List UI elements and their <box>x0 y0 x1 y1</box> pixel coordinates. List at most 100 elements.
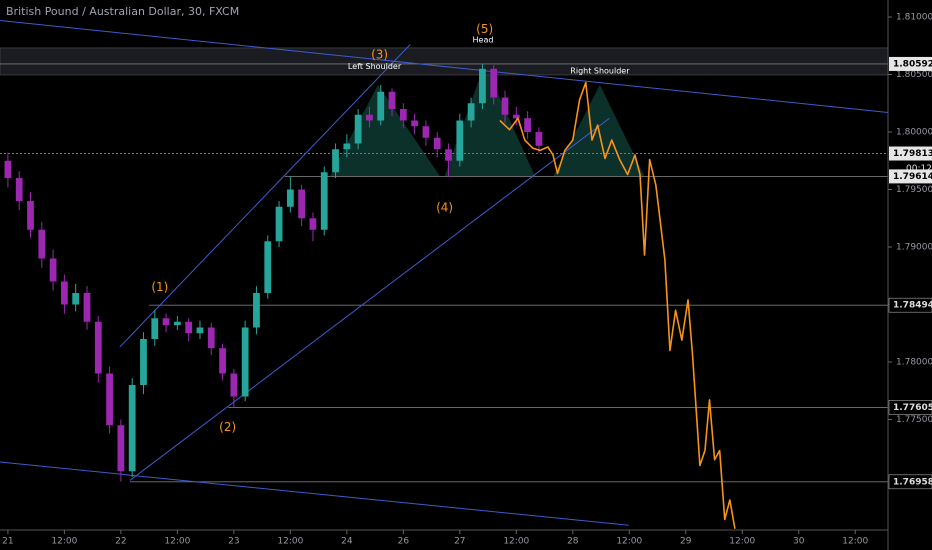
candle-body <box>4 160 12 179</box>
annotation: (2) <box>219 420 236 434</box>
candle-body <box>15 178 23 202</box>
annotation: (1) <box>151 280 168 294</box>
candle-body <box>501 97 509 115</box>
candle-body <box>151 318 159 339</box>
candle-body <box>106 373 113 426</box>
price-label-box <box>888 297 932 313</box>
candle-body <box>185 321 193 334</box>
candle-body <box>230 373 238 397</box>
price-label: 1.80592 <box>893 59 932 69</box>
y-tick-label: 1.78000 <box>896 357 932 367</box>
candle-body <box>535 132 543 146</box>
candles-layer <box>4 63 543 482</box>
candle-body <box>332 149 339 173</box>
chart-title: British Pound / Australian Dollar, 30, F… <box>6 5 239 18</box>
x-tick-label: 12:00 <box>51 537 77 547</box>
price-axis-bg <box>888 0 932 550</box>
candle-body <box>38 229 46 259</box>
x-tick-label: 24 <box>341 537 353 547</box>
x-tick-label: 12:00 <box>503 537 529 547</box>
candle-body <box>388 91 396 110</box>
level-band <box>0 47 889 76</box>
price-label: 1.78494 <box>893 301 932 311</box>
candle-body <box>207 327 215 349</box>
projection-line <box>499 81 736 529</box>
pattern-triangle <box>444 63 535 177</box>
candle-body <box>490 68 498 98</box>
price-label-box <box>889 169 932 184</box>
price-label: 1.77605 <box>893 403 932 413</box>
candle-body <box>140 338 147 385</box>
candle-body <box>309 218 317 230</box>
candle-body <box>377 91 385 121</box>
trendline <box>0 461 629 526</box>
candle-body <box>241 327 249 397</box>
candle-body <box>72 293 80 305</box>
candle-body <box>219 348 226 374</box>
candle-body <box>399 109 407 121</box>
price-label-box <box>888 474 932 490</box>
candle-body <box>117 425 125 472</box>
candle-body <box>467 103 475 121</box>
annotation: Right Shoulder <box>570 67 630 76</box>
candle-body <box>264 241 272 294</box>
annotation: (4) <box>436 200 453 214</box>
trendline <box>0 19 889 113</box>
levels-layer <box>0 47 889 483</box>
candle-body <box>456 120 464 161</box>
candle-body <box>275 206 283 242</box>
x-tick-label: 12:00 <box>277 537 303 547</box>
candle-body <box>479 68 486 104</box>
x-tick-label: 12:00 <box>616 537 642 547</box>
price-label-box <box>889 56 932 71</box>
candle-body <box>343 143 351 150</box>
candle-body <box>253 293 260 328</box>
x-tick-label: 12:00 <box>729 537 755 547</box>
axis-layer: 1.810001.805001.800001.795001.790001.785… <box>2 13 932 547</box>
y-tick-label: 1.79000 <box>896 243 932 253</box>
trendline <box>129 117 610 481</box>
candle-body <box>411 120 419 127</box>
y-tick-label: 1.80000 <box>896 128 932 138</box>
trend-layer <box>0 19 889 526</box>
candle-body <box>94 321 102 374</box>
x-tick-label: 28 <box>567 537 579 547</box>
annotation: Head <box>473 36 494 45</box>
x-tick-label: 12:00 <box>842 537 868 547</box>
time-axis-bg <box>0 530 932 550</box>
candle-body <box>83 293 91 322</box>
candle-body <box>433 137 441 150</box>
projection-layer <box>499 81 736 529</box>
x-tick-label: 29 <box>680 537 692 547</box>
price-label: 1.79614 <box>893 172 932 182</box>
y-tick-label: 1.77500 <box>896 415 932 425</box>
candle-body <box>61 281 68 305</box>
x-tick-label: 30 <box>793 537 805 547</box>
candle-body <box>366 114 373 121</box>
candle-body <box>354 114 362 144</box>
countdown: 00:12 <box>906 164 932 174</box>
price-label: 1.76958 <box>893 477 932 487</box>
candle-body <box>196 327 204 334</box>
price-label-box <box>888 400 932 415</box>
price-label: 1.79813 <box>893 149 932 159</box>
candle-body <box>512 114 520 119</box>
candle-body <box>128 384 136 472</box>
x-tick-label: 27 <box>454 537 465 547</box>
y-tick-label: 1.79500 <box>896 185 932 195</box>
candle-body <box>524 118 531 133</box>
candle-body <box>422 126 430 138</box>
x-tick-label: 12:00 <box>164 537 190 547</box>
x-tick-label: 26 <box>398 537 410 547</box>
annotation: (3) <box>371 47 388 61</box>
y-tick-label: 1.80500 <box>896 70 932 80</box>
x-tick-label: 22 <box>115 537 126 547</box>
candle-body <box>298 189 306 219</box>
candle-body <box>445 149 452 161</box>
candle-body <box>27 201 34 230</box>
candle-body <box>173 321 181 326</box>
x-tick-label: 23 <box>228 537 239 547</box>
